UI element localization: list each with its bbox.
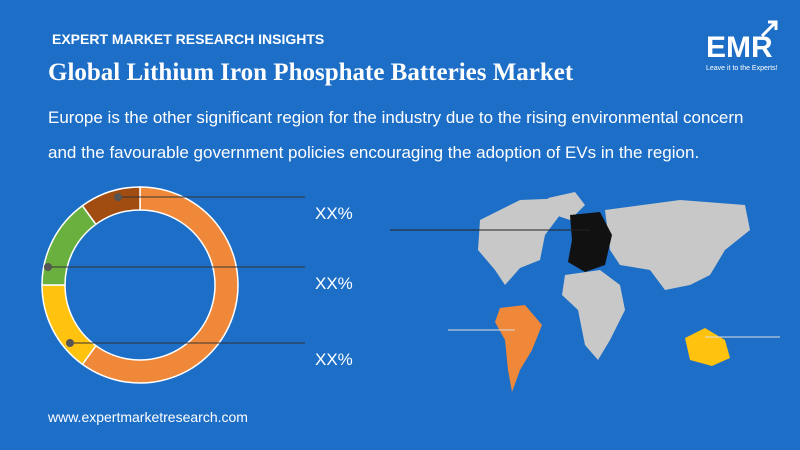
donut-slice <box>41 284 97 366</box>
annotation: XX% <box>315 204 353 223</box>
greenland <box>548 192 585 220</box>
leader-dot <box>44 263 52 271</box>
logo-text: EMR <box>706 31 773 64</box>
kicker: EXPERT MARKET RESEARCH INSIGHTS <box>52 31 324 47</box>
title: Global Lithium Iron Phosphate Batteries … <box>48 59 574 86</box>
logo-arrow <box>760 20 778 38</box>
north-america <box>478 198 570 285</box>
leader-dot <box>114 193 122 201</box>
australia <box>685 328 730 366</box>
africa <box>562 270 625 360</box>
tagline: Leave it to the Experts! <box>706 65 778 72</box>
asia <box>605 200 750 290</box>
description: Europe is the other significant region f… <box>48 108 744 162</box>
donut-slice <box>81 186 141 226</box>
annotation: XX% <box>315 350 353 369</box>
annotation: XX% <box>315 274 353 293</box>
leader-dot <box>66 339 74 347</box>
website: www.expertmarketresearch.com <box>47 409 248 425</box>
south-america <box>495 305 542 392</box>
donut-slice <box>81 186 239 384</box>
donut-slice <box>41 204 97 286</box>
world-map <box>478 192 750 392</box>
logo: EMR Leave it to the Experts! <box>706 20 778 72</box>
europe <box>568 212 612 272</box>
